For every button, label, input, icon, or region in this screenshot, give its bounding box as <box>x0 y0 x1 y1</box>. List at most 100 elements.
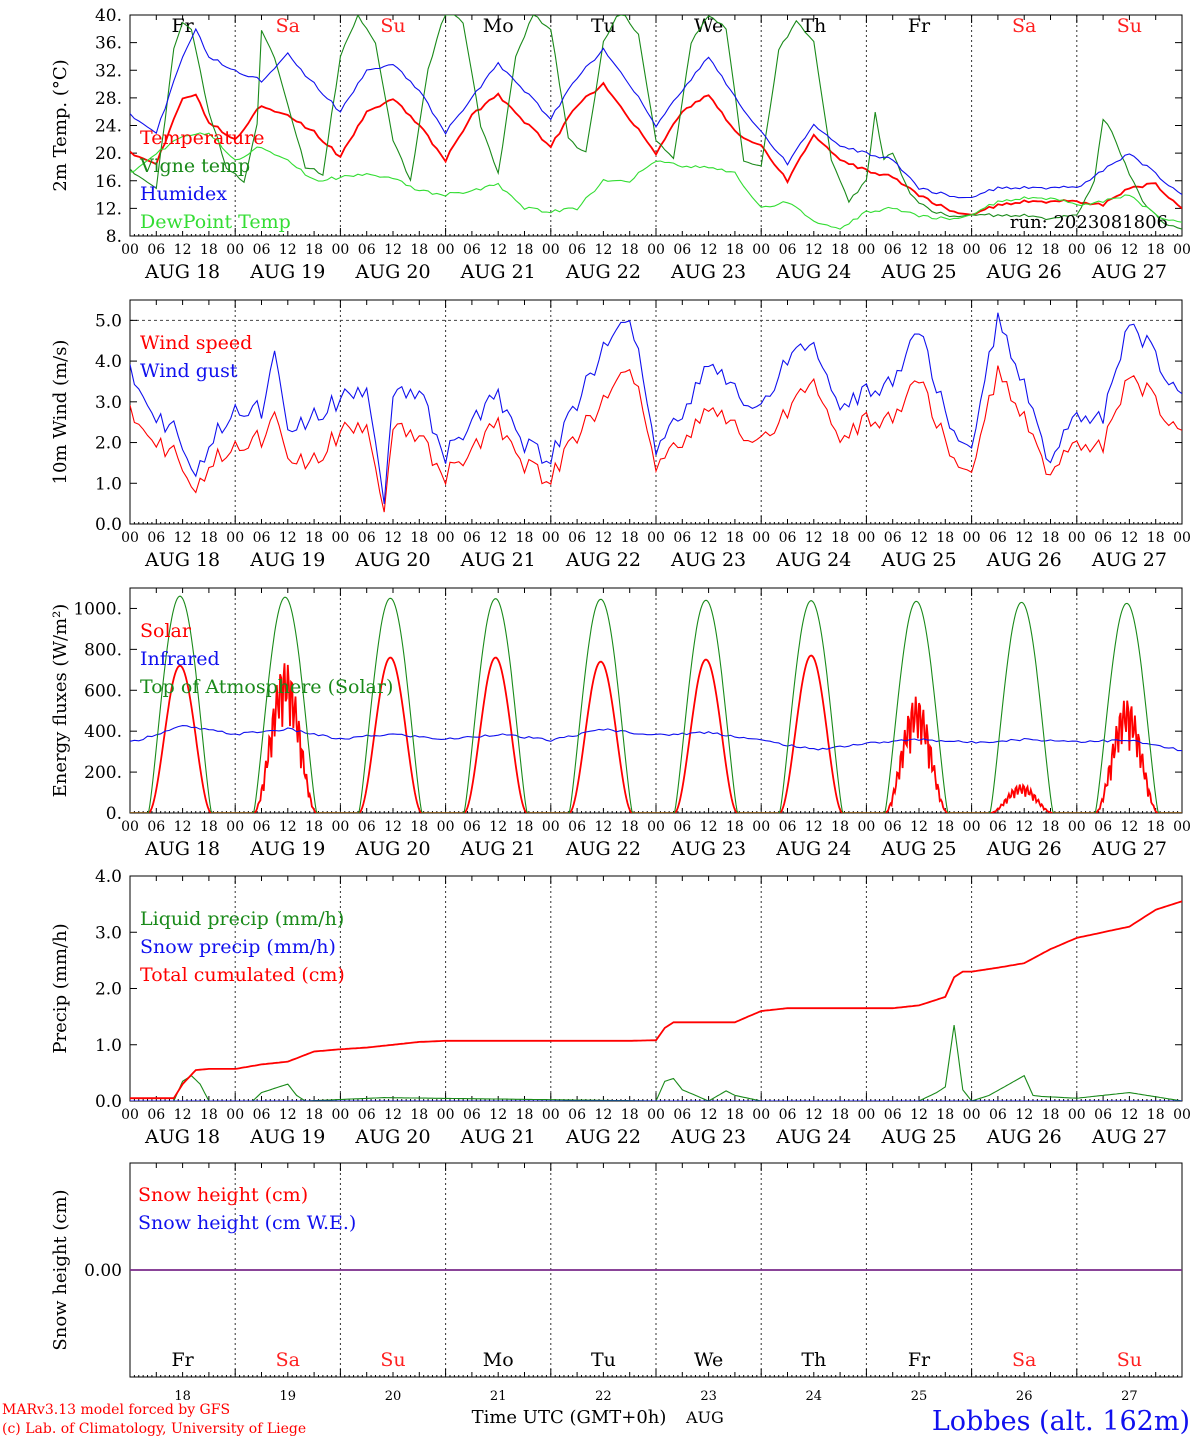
hour-tick-label: 12 <box>910 242 928 258</box>
date-label: AUG 19 <box>249 1126 325 1148</box>
hour-tick-label: 12 <box>805 819 823 835</box>
series-group <box>130 900 1182 1101</box>
hour-tick-label: 12 <box>279 530 297 546</box>
day-of-week-label: We <box>694 15 723 37</box>
series-line-vigne-temp <box>130 15 1182 230</box>
hour-tick-label: 18 <box>936 819 954 835</box>
hour-tick-label: 12 <box>1120 530 1138 546</box>
legend-entry: Solar <box>140 620 192 642</box>
hour-tick-label: 12 <box>174 1107 192 1123</box>
hour-tick-label: 06 <box>463 819 481 835</box>
panel-5: 0.00 Snow height (cm) Fr 18 Sa 19 Su 20 Mo 21 Tu 22… <box>50 1162 1183 1404</box>
credit-line-1: MARv3.13 model forced by GFS <box>2 1402 230 1418</box>
series-group <box>130 1269 1182 1271</box>
date-label: AUG 18 <box>144 838 220 860</box>
hour-tick-label: 12 <box>279 819 297 835</box>
series-group <box>130 312 1182 513</box>
y-tick-label: 1.0 <box>95 1036 122 1056</box>
hour-tick-label: 06 <box>568 819 586 835</box>
y-tick-label: 2.0 <box>95 434 122 454</box>
series-line-total-cumulated-cm- <box>130 900 1182 1100</box>
day-number-label: 18 <box>174 1389 191 1404</box>
hour-tick-label: 00 <box>1173 1107 1191 1123</box>
hour-tick-label: 18 <box>831 242 849 258</box>
series-line-wind-gust <box>130 312 1182 504</box>
date-label: AUG 24 <box>775 1126 851 1148</box>
hour-tick-label: 00 <box>542 819 560 835</box>
day-of-week-label: Su <box>380 15 405 37</box>
hour-tick-label: 12 <box>279 242 297 258</box>
hour-tick-label: 00 <box>963 242 981 258</box>
hour-tick-label: 00 <box>331 819 349 835</box>
hour-tick-label: 00 <box>963 1107 981 1123</box>
day-of-week-label: Fr <box>171 15 194 37</box>
hour-tick-label: 00 <box>963 530 981 546</box>
hour-tick-label: 18 <box>305 819 323 835</box>
date-label: AUG 22 <box>565 549 641 571</box>
hour-tick-label: 00 <box>752 1107 770 1123</box>
legend-entry: Vigne temp <box>139 155 250 177</box>
day-of-week-label: Su <box>380 1349 405 1371</box>
series-group <box>130 15 1182 230</box>
hour-tick-label: 00 <box>1173 242 1191 258</box>
date-label: AUG 21 <box>460 1126 536 1148</box>
x-axis-label: Time UTC (GMT+0h) <box>472 1407 667 1428</box>
hour-tick-label: 18 <box>726 1107 744 1123</box>
hour-tick-label: 06 <box>1094 1107 1112 1123</box>
y-tick-label: 2.0 <box>95 980 122 1000</box>
y-axis-label: Snow height (cm) <box>50 1189 71 1350</box>
hour-tick-label: 18 <box>516 242 534 258</box>
legend-entry: DewPoint Temp <box>140 211 291 233</box>
hour-tick-label: 18 <box>1042 1107 1060 1123</box>
legend-entry: Total cumulated (cm) <box>140 964 345 986</box>
hour-tick-label: 12 <box>1120 1107 1138 1123</box>
hour-tick-label: 12 <box>1015 1107 1033 1123</box>
hour-tick-label: 00 <box>752 242 770 258</box>
hour-tick-label: 12 <box>384 819 402 835</box>
day-of-week-label: We <box>694 1349 723 1371</box>
hour-tick-label: 18 <box>831 530 849 546</box>
hour-tick-label: 06 <box>463 242 481 258</box>
hour-tick-label: 06 <box>463 530 481 546</box>
hour-tick-label: 18 <box>936 1107 954 1123</box>
y-tick-label: 0.00 <box>84 1261 122 1281</box>
hour-tick-label: 12 <box>384 530 402 546</box>
hour-tick-label: 12 <box>805 530 823 546</box>
hour-tick-label: 12 <box>910 530 928 546</box>
date-label: AUG 19 <box>249 549 325 571</box>
hour-tick-label: 18 <box>936 530 954 546</box>
date-label: AUG 27 <box>1091 549 1167 571</box>
hour-tick-label: 12 <box>489 819 507 835</box>
day-number-label: 23 <box>700 1389 717 1404</box>
hour-tick-label: 00 <box>1068 1107 1086 1123</box>
hour-tick-label: 18 <box>621 1107 639 1123</box>
date-label: AUG 25 <box>880 1126 956 1148</box>
date-label: AUG 26 <box>986 261 1062 283</box>
hour-tick-label: 12 <box>384 1107 402 1123</box>
hour-tick-label: 12 <box>279 1107 297 1123</box>
y-tick-label: 32. <box>95 61 122 81</box>
hour-tick-label: 00 <box>1173 819 1191 835</box>
hour-tick-label: 06 <box>358 530 376 546</box>
date-label: AUG 21 <box>460 261 536 283</box>
hour-tick-label: 00 <box>121 819 139 835</box>
date-label: AUG 26 <box>986 549 1062 571</box>
hour-tick-label: 00 <box>226 819 244 835</box>
day-of-week-label: Sa <box>1012 15 1036 37</box>
y-axis-label: 2m Temp. (°C) <box>50 59 71 191</box>
hour-tick-label: 12 <box>1015 242 1033 258</box>
y-tick-label: 28. <box>95 89 122 109</box>
hour-tick-label: 12 <box>805 1107 823 1123</box>
date-label: AUG 22 <box>565 838 641 860</box>
hour-tick-label: 12 <box>174 819 192 835</box>
hour-tick-label: 06 <box>147 819 165 835</box>
hour-tick-label: 18 <box>516 1107 534 1123</box>
legend-entry: Top of Atmosphere (Solar) <box>140 676 393 698</box>
hour-tick-label: 06 <box>568 242 586 258</box>
day-of-week-label: Mo <box>483 15 514 37</box>
date-label: AUG 26 <box>986 838 1062 860</box>
hour-tick-label: 18 <box>1147 1107 1165 1123</box>
hour-tick-label: 18 <box>831 1107 849 1123</box>
day-of-week-label: Th <box>801 15 826 37</box>
legend-entry: Snow precip (mm/h) <box>140 936 336 958</box>
